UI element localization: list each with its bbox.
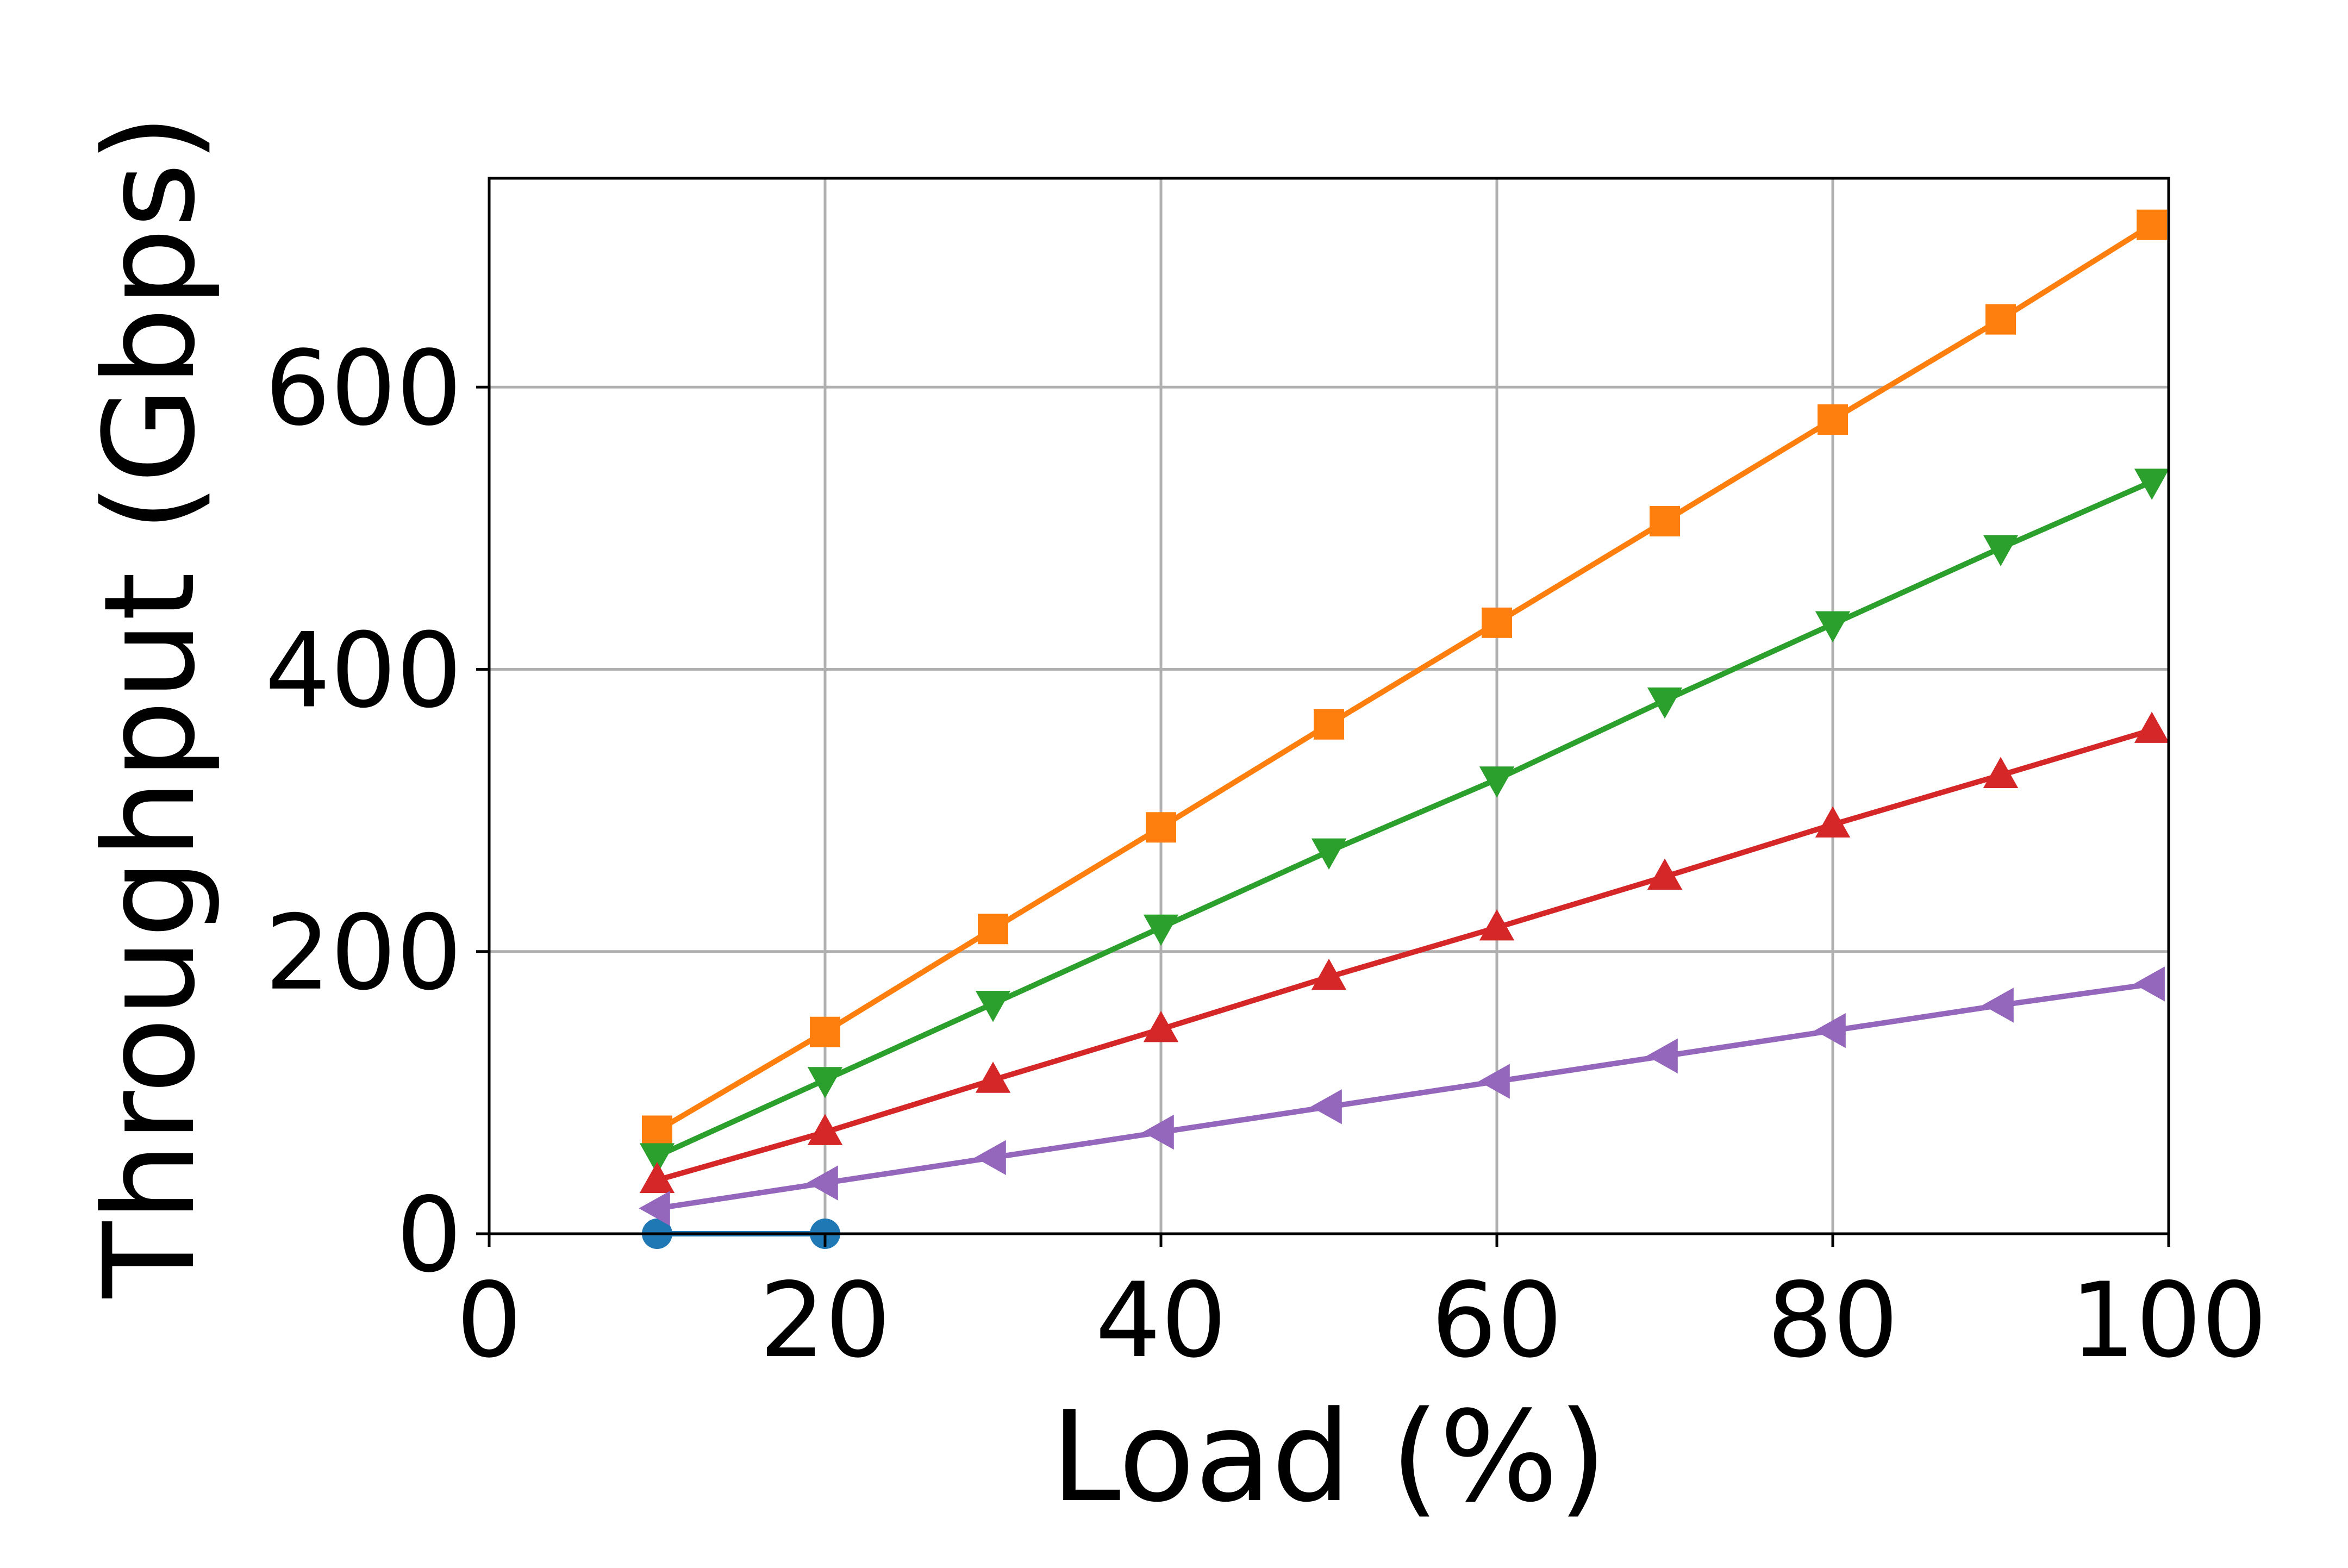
ticks: 0 20 40 60 80 100 0 200 400 600 (265, 328, 2267, 1380)
data-point (1311, 838, 1347, 870)
grid (488, 178, 2170, 1235)
x-axis-label: Load (%) (1051, 1385, 1607, 1530)
data-point (639, 1143, 675, 1175)
data-point (1143, 914, 1179, 946)
x-tick-label: 20 (759, 1260, 891, 1380)
data-point (1982, 988, 2014, 1023)
data-point (2137, 209, 2168, 240)
series-line (657, 981, 2152, 1211)
data-point (642, 1115, 672, 1146)
data-point (1146, 812, 1176, 843)
data-point (810, 1016, 840, 1047)
data-point (1815, 806, 1851, 838)
data-point (1479, 909, 1515, 941)
data-point (1983, 535, 2019, 566)
data-point (1815, 611, 1851, 643)
data-point (639, 1191, 670, 1226)
data-point (1814, 1013, 1846, 1048)
series-line (656, 727, 2153, 1183)
y-tick-label: 0 (396, 1175, 462, 1295)
data-point (2134, 711, 2170, 743)
y-tick-label: 600 (265, 328, 462, 448)
data-point (975, 991, 1011, 1022)
data-point (1647, 687, 1683, 719)
series-5 (639, 966, 2165, 1226)
plot-frame (488, 177, 2170, 1235)
series-line (655, 222, 2153, 1133)
data-point (1983, 757, 2019, 789)
data-point (1646, 1038, 1678, 1074)
data-point (978, 914, 1008, 945)
data-point (807, 1114, 843, 1145)
series-4 (639, 711, 2170, 1194)
x-tick-label: 0 (457, 1260, 522, 1380)
data-point (1310, 1089, 1342, 1125)
y-tick-label: 200 (265, 893, 462, 1013)
x-tick-label: 80 (1767, 1260, 1899, 1380)
data-point (807, 1067, 843, 1098)
data-point (807, 1165, 838, 1201)
data-point (1311, 958, 1347, 990)
data-point (1482, 607, 1512, 638)
data-point (1650, 505, 1680, 536)
data-point (2133, 966, 2165, 1002)
data-point (1985, 304, 2016, 335)
data-point (639, 1161, 675, 1194)
series-3 (639, 468, 2170, 1175)
y-tick-label: 400 (265, 610, 462, 730)
data-point (975, 1140, 1006, 1176)
series-2 (642, 209, 2168, 1146)
x-tick-label: 60 (1431, 1260, 1563, 1380)
data-point (2134, 468, 2170, 500)
series-layer (639, 209, 2170, 1249)
data-point (1479, 766, 1515, 798)
data-point (1143, 1010, 1179, 1042)
data-point (1142, 1114, 1174, 1150)
data-point (975, 1061, 1011, 1093)
data-point (1314, 709, 1344, 740)
x-tick-label: 100 (2070, 1260, 2268, 1380)
data-point (1647, 858, 1683, 890)
x-tick-label: 40 (1095, 1260, 1227, 1380)
data-point (1818, 404, 1848, 435)
data-point (1478, 1064, 1510, 1099)
series-line (655, 479, 2153, 1159)
y-axis-label: Throughput (Gbps) (78, 114, 223, 1299)
